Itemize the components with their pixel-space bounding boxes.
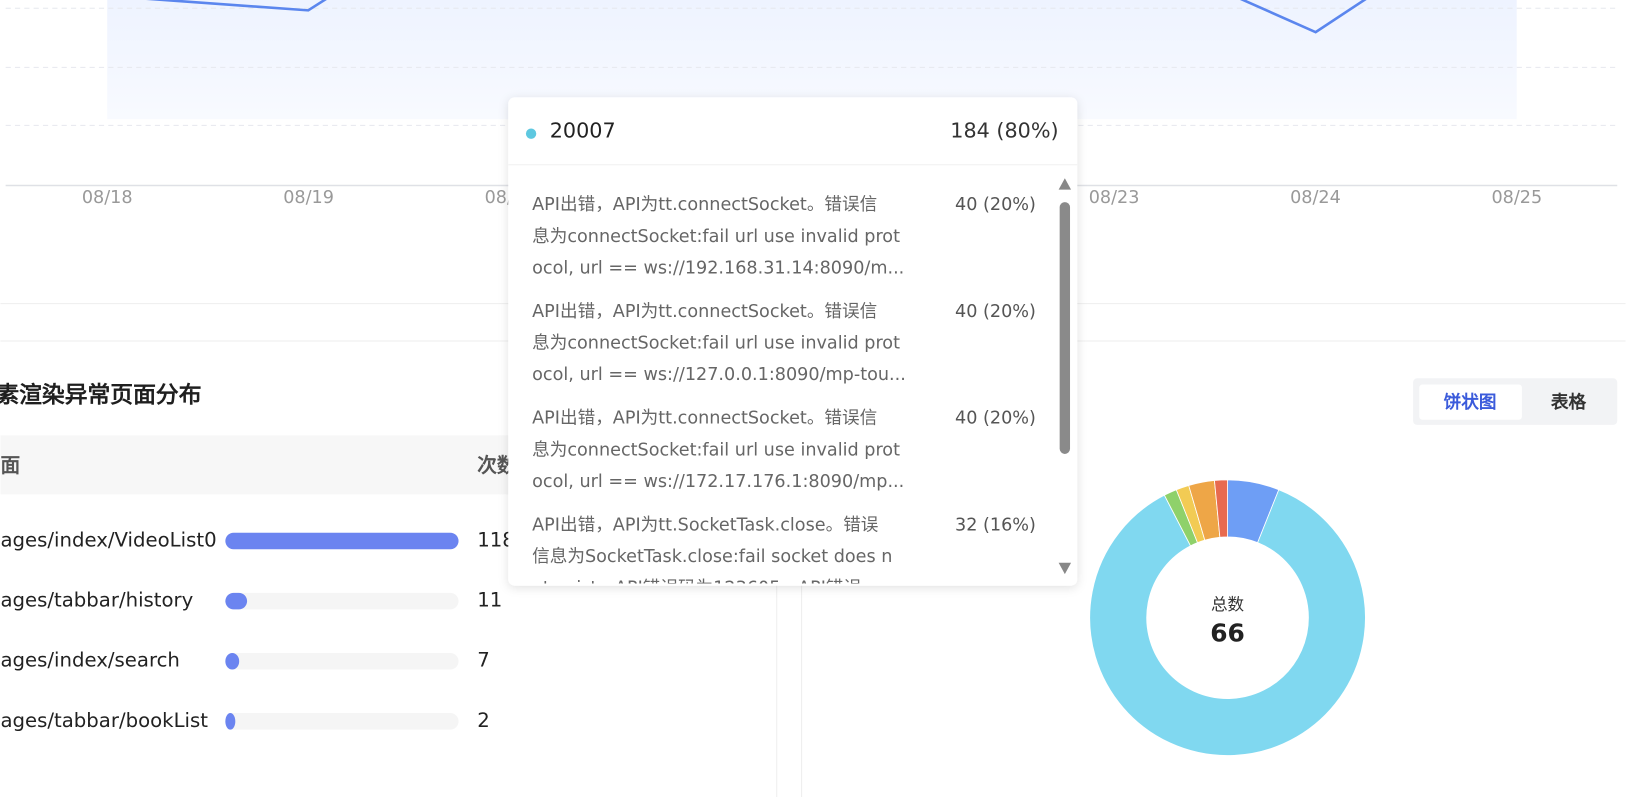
page-path: ages/tabbar/bookList — [0, 709, 208, 732]
x-tick-label: 08/19 — [283, 188, 334, 208]
tooltip-item-text: ocol, url == ws://127.0.0.1:8090/mp-tou.… — [532, 365, 906, 385]
tooltip-list: API出错，API为tt.connectSocket。错误信息为connectS… — [532, 195, 1036, 599]
scroll-down[interactable] — [1058, 562, 1072, 575]
page-path: ages/index/VideoList0 — [0, 529, 216, 552]
legend-dot — [525, 128, 537, 139]
x-tick-label: 08/23 — [1089, 188, 1140, 208]
bar-track — [225, 713, 459, 730]
tooltip-item-text: API出错，API为tt.connectSocket。错误信 — [532, 302, 877, 322]
tooltip-count: 184 (80%) — [950, 119, 1058, 143]
bar — [225, 532, 459, 550]
tooltip-item-count: 40 (20%) — [955, 302, 1036, 322]
count: 2 — [477, 709, 490, 732]
count: 7 — [477, 649, 490, 672]
tooltip-item-text: 息为connectSocket:fail url use invalid pro… — [532, 227, 900, 247]
x-tick-label: 08/25 — [1491, 188, 1542, 208]
right-panel: 饼状图 表格 总数 66 — [1089, 378, 1618, 756]
tooltip-bg — [508, 97, 1078, 586]
tooltip-item-text: ocol, url == ws://172.17.176.1:8090/mp..… — [532, 472, 904, 492]
bar — [225, 713, 236, 730]
trend-line — [1239, 0, 1367, 34]
tooltip-item-text: ocol, url == ws://192.168.31.14:8090/m..… — [532, 258, 904, 278]
count: 11 — [477, 589, 502, 612]
tooltip-item-count: 40 (20%) — [955, 195, 1036, 215]
x-tick-label: 08/18 — [82, 188, 133, 208]
tooltip-item-text: ot exist，API错误码为123605，API错误 — [532, 579, 861, 599]
bar-track — [225, 652, 459, 670]
count: 118 — [477, 529, 515, 552]
header-cell: 次数 — [477, 454, 517, 477]
tooltip-item-text: API出错，API为tt.connectSocket。错误信 — [532, 409, 877, 429]
header-cell: 面 — [0, 454, 20, 477]
tooltip-item-text: 信息为SocketTask.close:fail socket does n — [532, 547, 892, 567]
tooltip-item-text: API出错，API为tt.connectSocket。错误信 — [532, 195, 877, 215]
tab[interactable]: 表格 — [1551, 392, 1587, 413]
donut-total: 66 — [1210, 618, 1245, 647]
trend-line — [145, 0, 327, 12]
donut-slice — [1089, 489, 1366, 756]
tooltip-item-count: 32 (16%) — [955, 515, 1036, 535]
page-path: ages/tabbar/history — [0, 589, 193, 612]
tooltip-item-text: 息为connectSocket:fail url use invalid pro… — [532, 440, 900, 460]
tooltip-item-text: API出错，API为tt.SocketTask.close。错误 — [532, 515, 879, 535]
scroll-up[interactable] — [1058, 178, 1072, 190]
donut-chart — [1089, 479, 1366, 756]
scroll-thumb[interactable] — [1059, 202, 1071, 454]
x-tick-label: 08/24 — [1290, 188, 1341, 208]
tooltip: 20007 184 (80%) API出错，API为tt.connectSock… — [508, 97, 1078, 599]
active-tab-bg — [1419, 384, 1522, 420]
bar — [225, 592, 248, 610]
tooltip-item-text: 息为connectSocket:fail url use invalid pro… — [532, 334, 900, 354]
tooltip-item-count: 40 (20%) — [955, 409, 1036, 429]
bar — [225, 652, 240, 670]
page-path: ages/index/search — [0, 649, 179, 672]
bar-track — [225, 592, 459, 610]
panel-title: 素渲染异常页面分布 — [0, 381, 201, 408]
tab[interactable]: 饼状图 — [1444, 392, 1497, 413]
donut-slice — [1214, 479, 1228, 538]
tooltip-code: 20007 — [550, 119, 616, 143]
donut-center-label: 总数 — [1211, 595, 1245, 614]
